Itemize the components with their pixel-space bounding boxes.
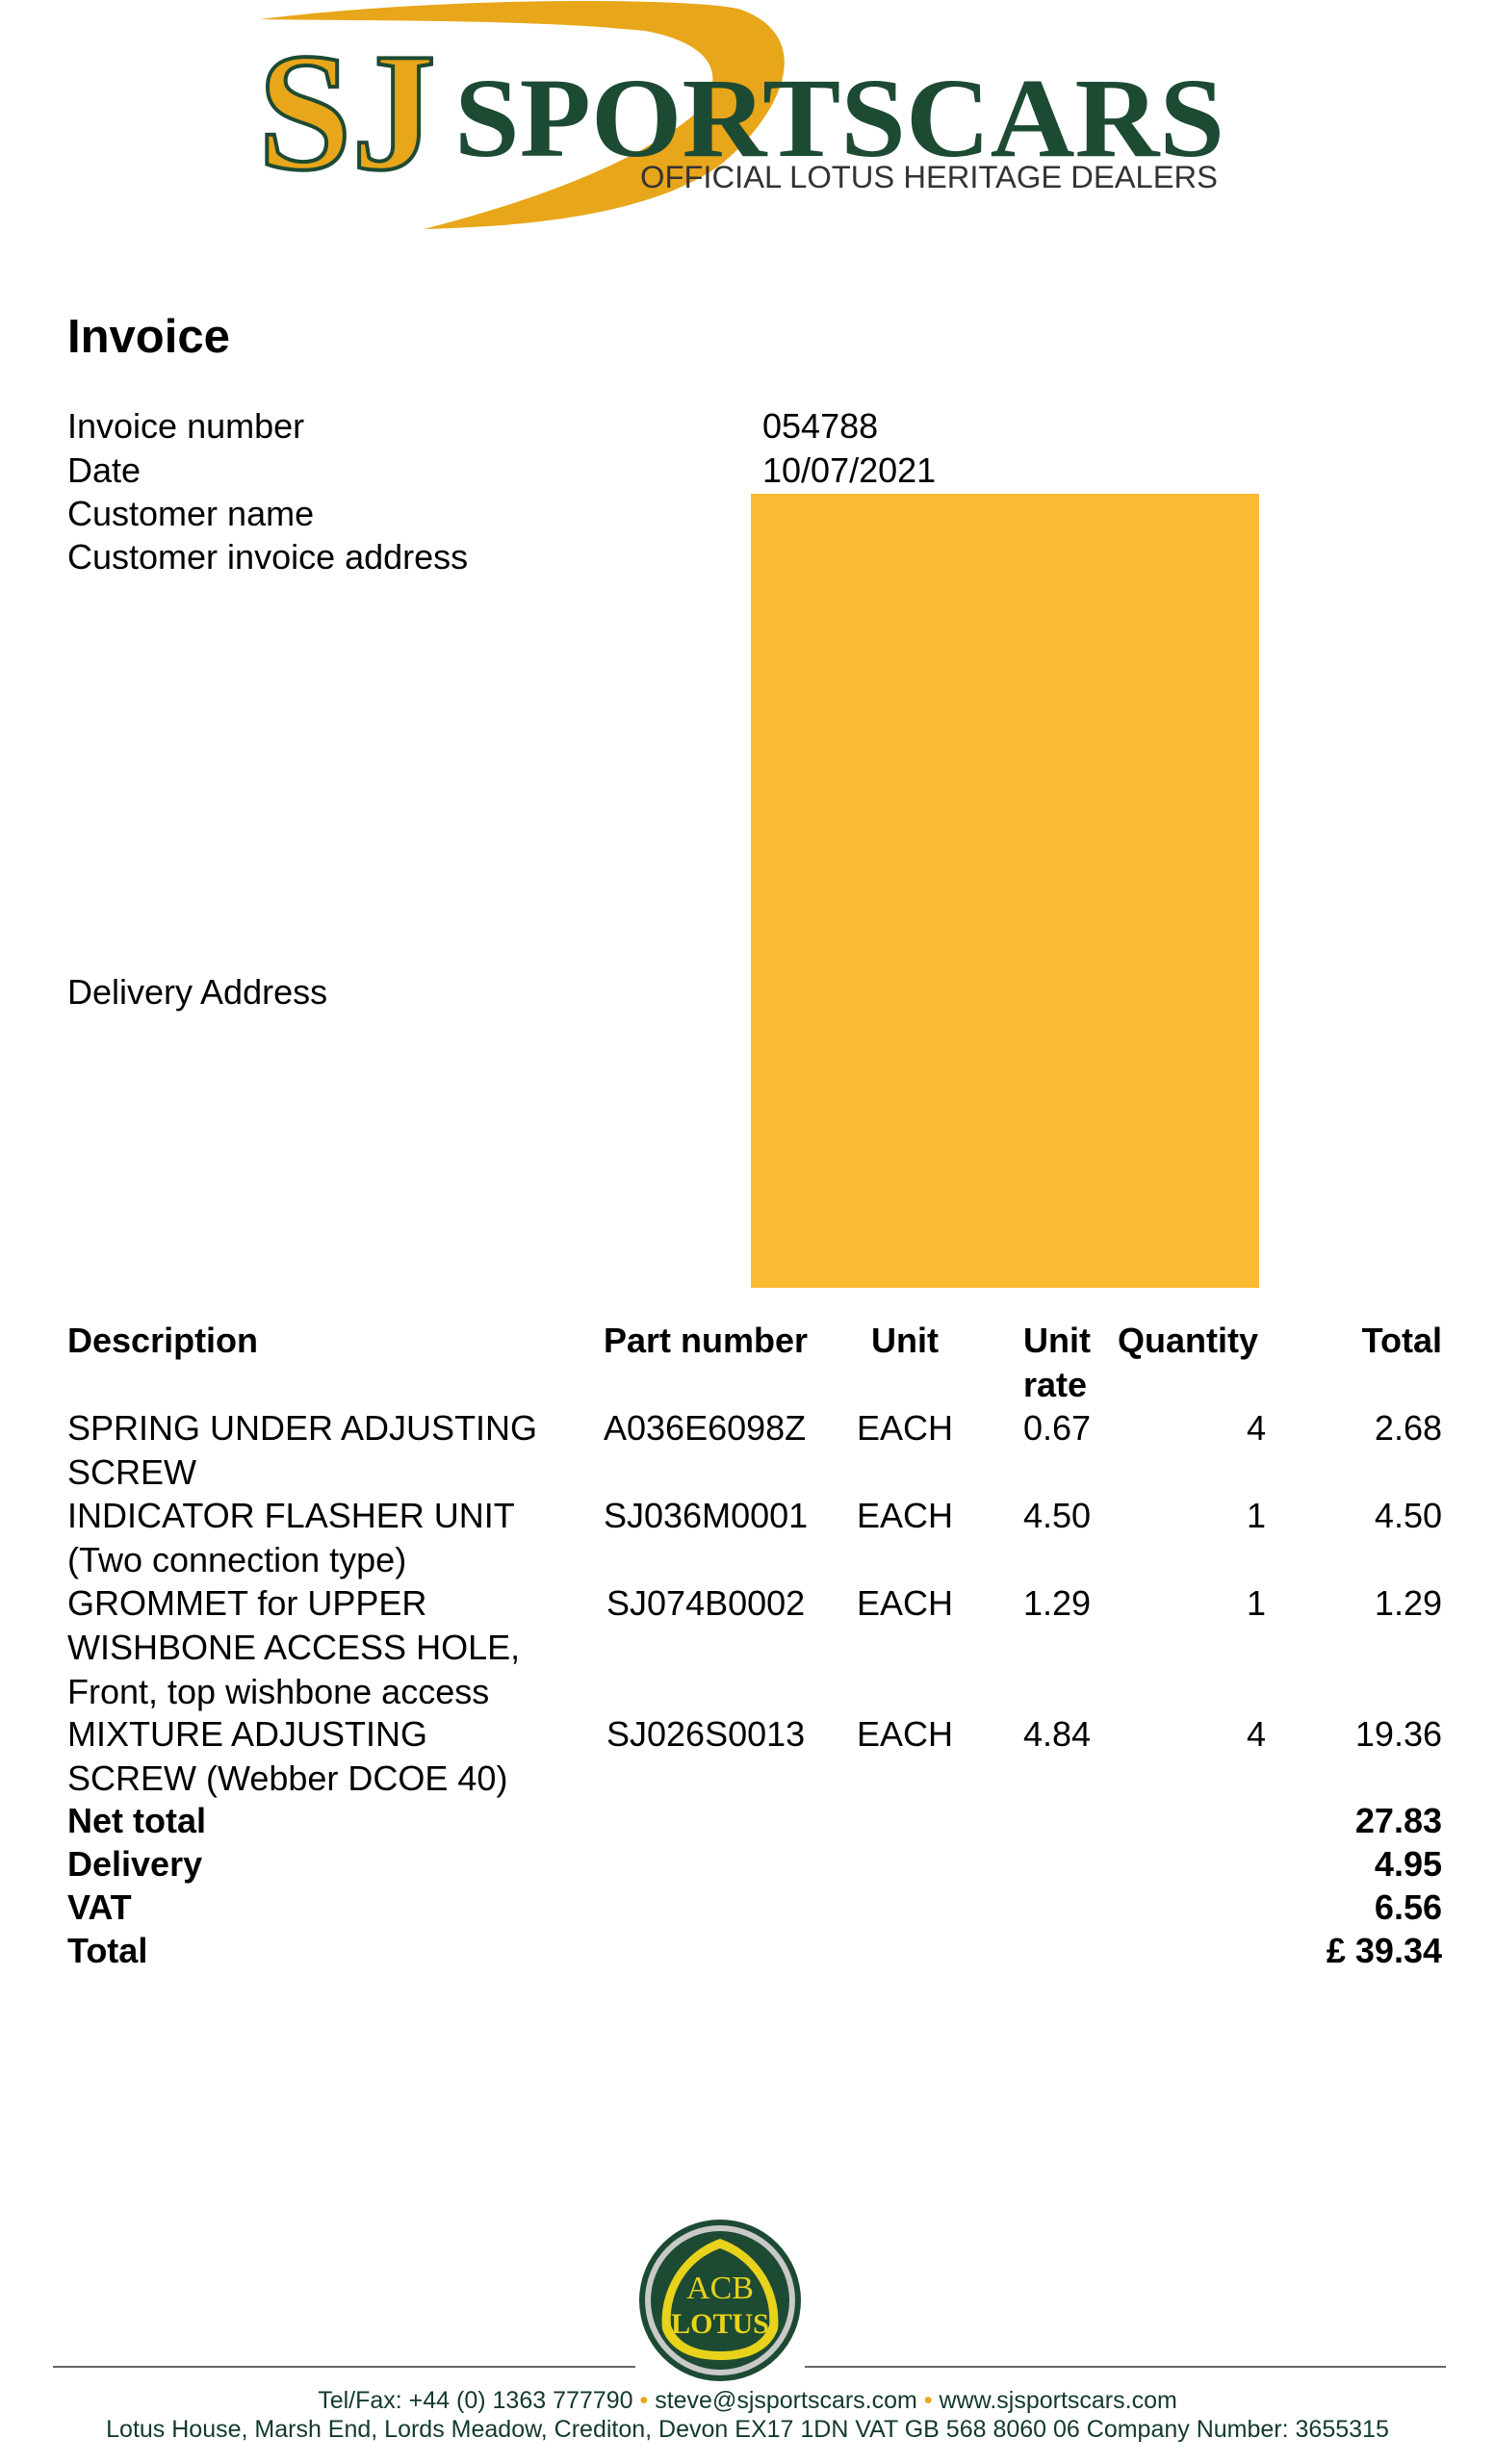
description-line: GROMMET for UPPER bbox=[67, 1583, 427, 1623]
table-row-part-number: SJ074B0002 bbox=[606, 1583, 806, 1623]
table-row-total: 19.36 bbox=[1354, 1714, 1442, 1754]
vat-label: VAT bbox=[67, 1887, 132, 1927]
footer-contact: Tel/Fax: +44 (0) 1363 777790 • steve@sjs… bbox=[0, 2387, 1495, 2415]
description-line: (Two connection type) bbox=[67, 1540, 407, 1579]
table-row-description: INDICATOR FLASHER UNIT (Two connection t… bbox=[67, 1494, 515, 1582]
table-row-quantity: 1 bbox=[1246, 1583, 1266, 1623]
table-row-quantity: 4 bbox=[1246, 1714, 1266, 1754]
col-header-description: Description bbox=[67, 1321, 259, 1360]
date-label: Date bbox=[67, 450, 142, 490]
net-total-label: Net total bbox=[67, 1801, 206, 1840]
net-total-value: 27.83 bbox=[1354, 1801, 1442, 1840]
footer-tel: Tel/Fax: +44 (0) 1363 777790 bbox=[318, 2387, 633, 2414]
footer-divider-left bbox=[53, 2366, 635, 2368]
table-row-total: 4.50 bbox=[1374, 1496, 1442, 1535]
col-header-total: Total bbox=[1361, 1321, 1442, 1360]
customer-address-label: Customer invoice address bbox=[67, 537, 469, 577]
delivery-address-label: Delivery Address bbox=[67, 972, 328, 1012]
table-row-total: 2.68 bbox=[1374, 1408, 1442, 1448]
customer-name-label: Customer name bbox=[67, 494, 315, 533]
col-header-unit-rate-line2: rate bbox=[1023, 1365, 1088, 1404]
footer-email[interactable]: steve@sjsportscars.com bbox=[655, 2387, 917, 2414]
lotus-badge-text: LOTUS bbox=[671, 2308, 769, 2340]
description-line: SPRING UNDER ADJUSTING bbox=[67, 1408, 538, 1448]
table-row-unit-rate: 0.67 bbox=[1023, 1408, 1092, 1448]
description-line: INDICATOR FLASHER UNIT bbox=[67, 1496, 515, 1535]
description-line: SCREW bbox=[67, 1452, 196, 1492]
col-header-unit-rate: Unit rate bbox=[1023, 1319, 1091, 1407]
table-row-unit-rate: 4.84 bbox=[1023, 1714, 1092, 1754]
table-row-description: MIXTURE ADJUSTING SCREW (Webber DCOE 40) bbox=[67, 1712, 507, 1801]
table-row-part-number: A036E6098Z bbox=[604, 1408, 807, 1448]
logo-letters: SJ bbox=[258, 18, 436, 205]
delivery-value: 4.95 bbox=[1374, 1844, 1442, 1884]
table-row-part-number: SJ036M0001 bbox=[604, 1496, 809, 1535]
sj-sportscars-logo: SJ SPORTSCARS OFFICIAL LOTUS HERITAGE DE… bbox=[256, 0, 1224, 229]
lotus-badge-icon: ACB LOTUS bbox=[639, 2220, 801, 2381]
separator-dot: • bbox=[923, 2387, 933, 2414]
grand-total-label: Total bbox=[67, 1931, 148, 1970]
table-row-unit: EACH bbox=[857, 1496, 954, 1535]
col-header-quantity: Quantity bbox=[1118, 1321, 1259, 1360]
table-row-description: SPRING UNDER ADJUSTING SCREW bbox=[67, 1406, 537, 1495]
invoice-number-label: Invoice number bbox=[67, 406, 305, 446]
table-row-part-number: SJ026S0013 bbox=[606, 1714, 806, 1754]
logo-tagline: OFFICIAL LOTUS HERITAGE DEALERS bbox=[640, 160, 1218, 194]
table-row-unit: EACH bbox=[857, 1583, 954, 1623]
date-value: 10/07/2021 bbox=[762, 450, 937, 490]
table-row-description: GROMMET for UPPER WISHBONE ACCESS HOLE, … bbox=[67, 1581, 520, 1714]
description-line: SCREW (Webber DCOE 40) bbox=[67, 1758, 508, 1798]
footer-address: Lotus House, Marsh End, Lords Meadow, Cr… bbox=[106, 2416, 1389, 2443]
footer-divider-right bbox=[805, 2366, 1446, 2368]
table-row-quantity: 4 bbox=[1246, 1408, 1266, 1448]
footer-website[interactable]: www.sjsportscars.com bbox=[939, 2387, 1177, 2414]
invoice-title: Invoice bbox=[67, 311, 230, 363]
description-line: Front, top wishbone access bbox=[67, 1672, 490, 1711]
separator-dot: • bbox=[639, 2387, 649, 2414]
table-row-unit: EACH bbox=[857, 1408, 954, 1448]
table-row-unit-rate: 1.29 bbox=[1023, 1583, 1092, 1623]
logo-name: SPORTSCARS bbox=[454, 55, 1224, 181]
description-line: WISHBONE ACCESS HOLE, bbox=[67, 1628, 521, 1667]
col-header-unit-rate-line1: Unit bbox=[1023, 1321, 1091, 1360]
col-header-part-number: Part number bbox=[604, 1321, 809, 1360]
col-header-unit: Unit bbox=[871, 1321, 939, 1360]
svg-text:ACB: ACB bbox=[686, 2271, 754, 2306]
invoice-number-value: 054788 bbox=[762, 406, 879, 446]
table-row-quantity: 1 bbox=[1246, 1496, 1266, 1535]
table-row-total: 1.29 bbox=[1374, 1583, 1442, 1623]
description-line: MIXTURE ADJUSTING bbox=[67, 1714, 428, 1754]
table-row-unit-rate: 4.50 bbox=[1023, 1496, 1092, 1535]
delivery-label: Delivery bbox=[67, 1844, 203, 1884]
grand-total-value: £ 39.34 bbox=[1326, 1931, 1442, 1970]
vat-value: 6.56 bbox=[1374, 1887, 1442, 1927]
redaction-block bbox=[751, 494, 1259, 1288]
table-row-unit: EACH bbox=[857, 1714, 954, 1754]
